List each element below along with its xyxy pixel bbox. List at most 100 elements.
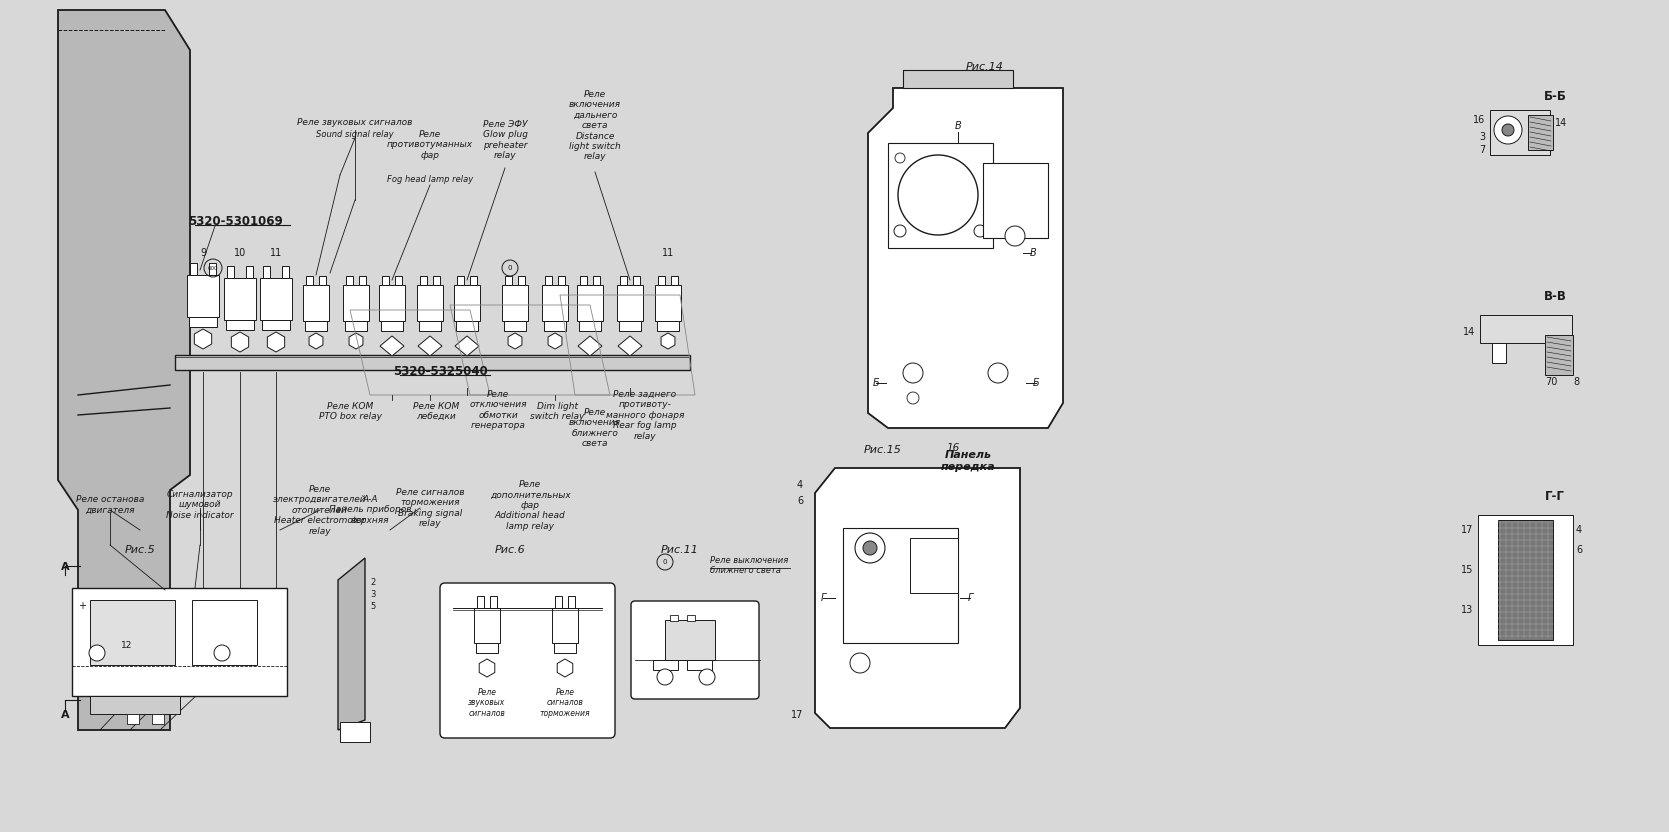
Bar — [454, 285, 481, 321]
Text: 4: 4 — [1576, 525, 1582, 535]
Text: Реле КОМ
лебедки: Реле КОМ лебедки — [412, 402, 459, 421]
Circle shape — [658, 669, 673, 685]
Bar — [619, 276, 628, 285]
Circle shape — [1494, 116, 1522, 144]
Text: Реле сигналов
торможения
Braking signal
relay: Реле сигналов торможения Braking signal … — [396, 488, 464, 528]
Bar — [688, 660, 713, 670]
Bar — [262, 320, 290, 330]
Text: 11: 11 — [663, 248, 674, 258]
Bar — [225, 320, 254, 330]
Bar — [175, 355, 689, 370]
Bar — [633, 276, 639, 285]
Circle shape — [895, 153, 905, 163]
Text: Реле заднего
противоту-
манного фонаря
Rear fog lamp
relay: Реле заднего противоту- манного фонаря R… — [606, 390, 684, 441]
Polygon shape — [194, 329, 212, 349]
Text: 600: 600 — [207, 265, 219, 270]
Polygon shape — [381, 336, 404, 356]
Circle shape — [1005, 226, 1025, 246]
Text: Б: Б — [1033, 378, 1040, 388]
Bar — [546, 276, 552, 285]
Text: Sound signal relay: Sound signal relay — [315, 130, 394, 139]
Text: 0: 0 — [507, 265, 512, 271]
Text: Рис.11: Рис.11 — [661, 545, 699, 555]
Bar — [1479, 515, 1572, 645]
Text: 17: 17 — [791, 710, 803, 720]
Text: Реле останова
двигателя: Реле останова двигателя — [75, 495, 144, 514]
Text: 6: 6 — [796, 496, 803, 506]
Bar — [671, 276, 678, 285]
Bar — [471, 276, 477, 285]
Text: 0: 0 — [663, 559, 668, 565]
Circle shape — [898, 155, 978, 235]
Bar — [432, 276, 441, 285]
Polygon shape — [814, 468, 1020, 728]
Text: В: В — [955, 121, 961, 131]
Text: Б: Б — [873, 378, 880, 388]
Text: Реле
электродвигателей
отопителей
Heater electromotor
relay: Реле электродвигателей отопителей Heater… — [274, 485, 367, 536]
Bar — [502, 285, 527, 321]
Text: 5320-5325040: 5320-5325040 — [392, 365, 487, 378]
Text: 5: 5 — [371, 602, 376, 611]
Bar — [227, 266, 234, 278]
Bar — [653, 660, 678, 670]
Text: 15: 15 — [1460, 565, 1474, 575]
Bar — [396, 276, 402, 285]
Text: Реле
звуковых
сигналов: Реле звуковых сигналов — [469, 688, 506, 718]
Text: Fog head lamp relay: Fog head lamp relay — [387, 175, 472, 184]
Circle shape — [88, 645, 105, 661]
Text: Рис.15: Рис.15 — [865, 445, 901, 455]
Text: 3: 3 — [371, 590, 376, 599]
Text: Б-Б: Б-Б — [1544, 90, 1567, 103]
Bar — [491, 596, 497, 608]
Circle shape — [699, 669, 714, 685]
Bar — [419, 321, 441, 331]
Text: Реле
отключения
обмотки
генератора: Реле отключения обмотки генератора — [469, 390, 527, 430]
Bar — [517, 276, 526, 285]
Bar — [579, 321, 601, 331]
Text: Рис.14: Рис.14 — [966, 62, 1005, 72]
Circle shape — [855, 533, 885, 563]
Text: 3: 3 — [1479, 132, 1485, 142]
Text: В-В: В-В — [1544, 290, 1567, 303]
Bar — [983, 163, 1048, 238]
Text: Реле
противотуманных
фар: Реле противотуманных фар — [387, 130, 472, 160]
Text: Реле
дополнительных
фар
Additional head
lamp relay: Реле дополнительных фар Additional head … — [489, 480, 571, 531]
Text: Панель
передка: Панель передка — [941, 450, 995, 472]
Circle shape — [975, 225, 986, 237]
Circle shape — [863, 541, 876, 555]
Text: В: В — [1030, 248, 1036, 258]
Bar — [152, 714, 164, 724]
Text: Реле
включения
ближнего
света: Реле включения ближнего света — [569, 408, 621, 448]
Bar — [379, 285, 406, 321]
Bar — [619, 321, 641, 331]
Bar — [544, 321, 566, 331]
Bar — [506, 276, 512, 285]
Bar — [282, 266, 289, 278]
Text: Г: Г — [819, 593, 826, 603]
Text: 9: 9 — [200, 248, 205, 258]
Text: 16: 16 — [1472, 115, 1485, 125]
Bar — [90, 600, 175, 665]
Bar — [654, 285, 681, 321]
Text: А: А — [60, 562, 70, 572]
Text: 5320-5301069: 5320-5301069 — [187, 215, 282, 228]
Bar — [556, 596, 562, 608]
Bar — [224, 278, 255, 320]
Text: 11: 11 — [270, 248, 282, 258]
Bar — [457, 276, 464, 285]
FancyBboxPatch shape — [631, 601, 759, 699]
Text: Реле выключения
ближнего света: Реле выключения ближнего света — [709, 556, 788, 576]
Bar — [264, 266, 270, 278]
Bar — [187, 275, 219, 317]
Bar — [552, 608, 577, 643]
Bar — [581, 276, 587, 285]
Text: 2: 2 — [371, 578, 376, 587]
Polygon shape — [58, 10, 190, 730]
Bar — [577, 285, 603, 321]
Bar — [304, 285, 329, 321]
Circle shape — [906, 392, 920, 404]
Polygon shape — [456, 336, 479, 356]
Bar — [658, 276, 664, 285]
Polygon shape — [349, 333, 362, 349]
Text: 14: 14 — [1556, 118, 1567, 128]
